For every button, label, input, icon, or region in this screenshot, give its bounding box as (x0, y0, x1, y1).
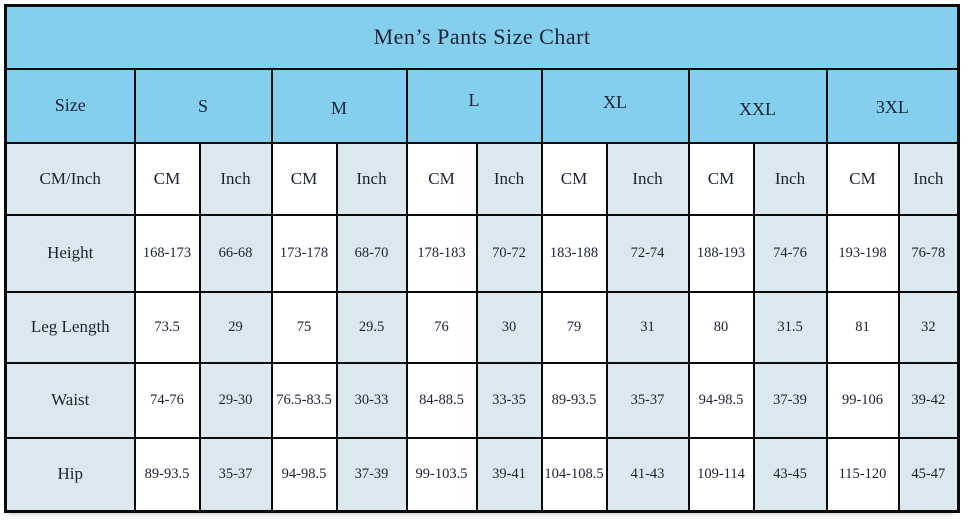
cell-hip-m-cm: 94-98.5 (270, 436, 338, 513)
unit-cell-xl-cm: CM (540, 141, 608, 216)
unit-cell-xxl-cm: CM (687, 141, 755, 216)
chart-title: Men’s Pants Size Chart (4, 4, 960, 70)
cell-height-xl-cm: 183-188 (540, 213, 608, 293)
size-col-l: L (405, 67, 543, 144)
cell-height-3xl-inch: 76-78 (897, 213, 960, 293)
cell-hip-s-inch: 35-37 (198, 436, 273, 513)
cell-waist-3xl-inch: 39-42 (897, 361, 960, 439)
cell-hip-3xl-cm: 115-120 (825, 436, 900, 513)
cell-waist-l-inch: 33-35 (475, 361, 543, 439)
cell-height-l-cm: 178-183 (405, 213, 478, 293)
unit-cell-l-inch: Inch (475, 141, 543, 216)
cell-height-s-cm: 168-173 (133, 213, 201, 293)
cell-leg-xxl-cm: 80 (687, 290, 755, 364)
size-label-m: M (330, 98, 347, 118)
size-label-s: S (197, 96, 208, 116)
cell-leg-xl-inch: 31 (605, 290, 690, 364)
cell-waist-s-cm: 74-76 (133, 361, 201, 439)
row-label-leg-length: Leg Length (4, 290, 136, 364)
cell-height-xxl-cm: 188-193 (687, 213, 755, 293)
unit-cell-m-cm: CM (270, 141, 338, 216)
cell-leg-3xl-inch: 32 (897, 290, 960, 364)
unit-cell-xl-inch: Inch (605, 141, 690, 216)
cell-waist-xl-cm: 89-93.5 (540, 361, 608, 439)
size-label-3xl: 3XL (875, 97, 909, 117)
unit-cell-3xl-inch: Inch (897, 141, 960, 216)
cell-leg-s-inch: 29 (198, 290, 273, 364)
cell-waist-xl-inch: 35-37 (605, 361, 690, 439)
unit-cell-m-inch: Inch (335, 141, 408, 216)
unit-cell-s-cm: CM (133, 141, 201, 216)
cell-hip-xxl-inch: 43-45 (752, 436, 828, 513)
cell-hip-xl-inch: 41-43 (605, 436, 690, 513)
cell-waist-xxl-inch: 37-39 (752, 361, 828, 439)
cell-waist-l-cm: 84-88.5 (405, 361, 478, 439)
cell-hip-l-inch: 39-41 (475, 436, 543, 513)
unit-cell-xxl-inch: Inch (752, 141, 828, 216)
cell-waist-m-inch: 30-33 (335, 361, 408, 439)
cell-hip-xxl-cm: 109-114 (687, 436, 755, 513)
row-label-waist: Waist (4, 361, 136, 439)
unit-cell-s-inch: Inch (198, 141, 273, 216)
cell-waist-m-cm: 76.5-83.5 (270, 361, 338, 439)
cell-leg-xxl-inch: 31.5 (752, 290, 828, 364)
cell-height-m-inch: 68-70 (335, 213, 408, 293)
cell-height-3xl-cm: 193-198 (825, 213, 900, 293)
size-col-xxl: XXL (687, 67, 828, 144)
size-col-3xl: 3XL (825, 67, 960, 144)
cell-leg-l-cm: 76 (405, 290, 478, 364)
cell-waist-s-inch: 29-30 (198, 361, 273, 439)
cell-waist-xxl-cm: 94-98.5 (687, 361, 755, 439)
cell-leg-m-cm: 75 (270, 290, 338, 364)
size-header-cell: Size (4, 67, 136, 144)
cell-hip-m-inch: 37-39 (335, 436, 408, 513)
cell-height-s-inch: 66-68 (198, 213, 273, 293)
cell-height-xl-inch: 72-74 (605, 213, 690, 293)
cell-height-l-inch: 70-72 (475, 213, 543, 293)
row-label-height: Height (4, 213, 136, 293)
size-col-m: M (270, 67, 408, 144)
cell-waist-3xl-cm: 99-106 (825, 361, 900, 439)
cell-leg-3xl-cm: 81 (825, 290, 900, 364)
cell-hip-s-cm: 89-93.5 (133, 436, 201, 513)
cell-hip-3xl-inch: 45-47 (897, 436, 960, 513)
cell-leg-m-inch: 29.5 (335, 290, 408, 364)
size-label-xl: XL (603, 92, 627, 112)
cell-height-xxl-inch: 74-76 (752, 213, 828, 293)
cell-hip-l-cm: 99-103.5 (405, 436, 478, 513)
size-label-xxl: XXL (739, 99, 776, 119)
cell-leg-l-inch: 30 (475, 290, 543, 364)
unit-header-cell: CM/Inch (4, 141, 136, 216)
size-col-s: S (133, 67, 273, 144)
cell-hip-xl-cm: 104-108.5 (540, 436, 608, 513)
cell-leg-xl-cm: 79 (540, 290, 608, 364)
size-col-xl: XL (540, 67, 690, 144)
mens-pants-size-chart: Men’s Pants Size Chart Size S M L XL XXL… (4, 4, 961, 513)
cell-leg-s-cm: 73.5 (133, 290, 201, 364)
unit-cell-3xl-cm: CM (825, 141, 900, 216)
size-header-label: Size (54, 95, 86, 115)
size-label-l: L (468, 90, 480, 110)
cell-height-m-cm: 173-178 (270, 213, 338, 293)
row-label-hip: Hip (4, 436, 136, 513)
unit-cell-l-cm: CM (405, 141, 478, 216)
size-chart-table: Men’s Pants Size Chart Size S M L XL XXL… (4, 4, 961, 513)
